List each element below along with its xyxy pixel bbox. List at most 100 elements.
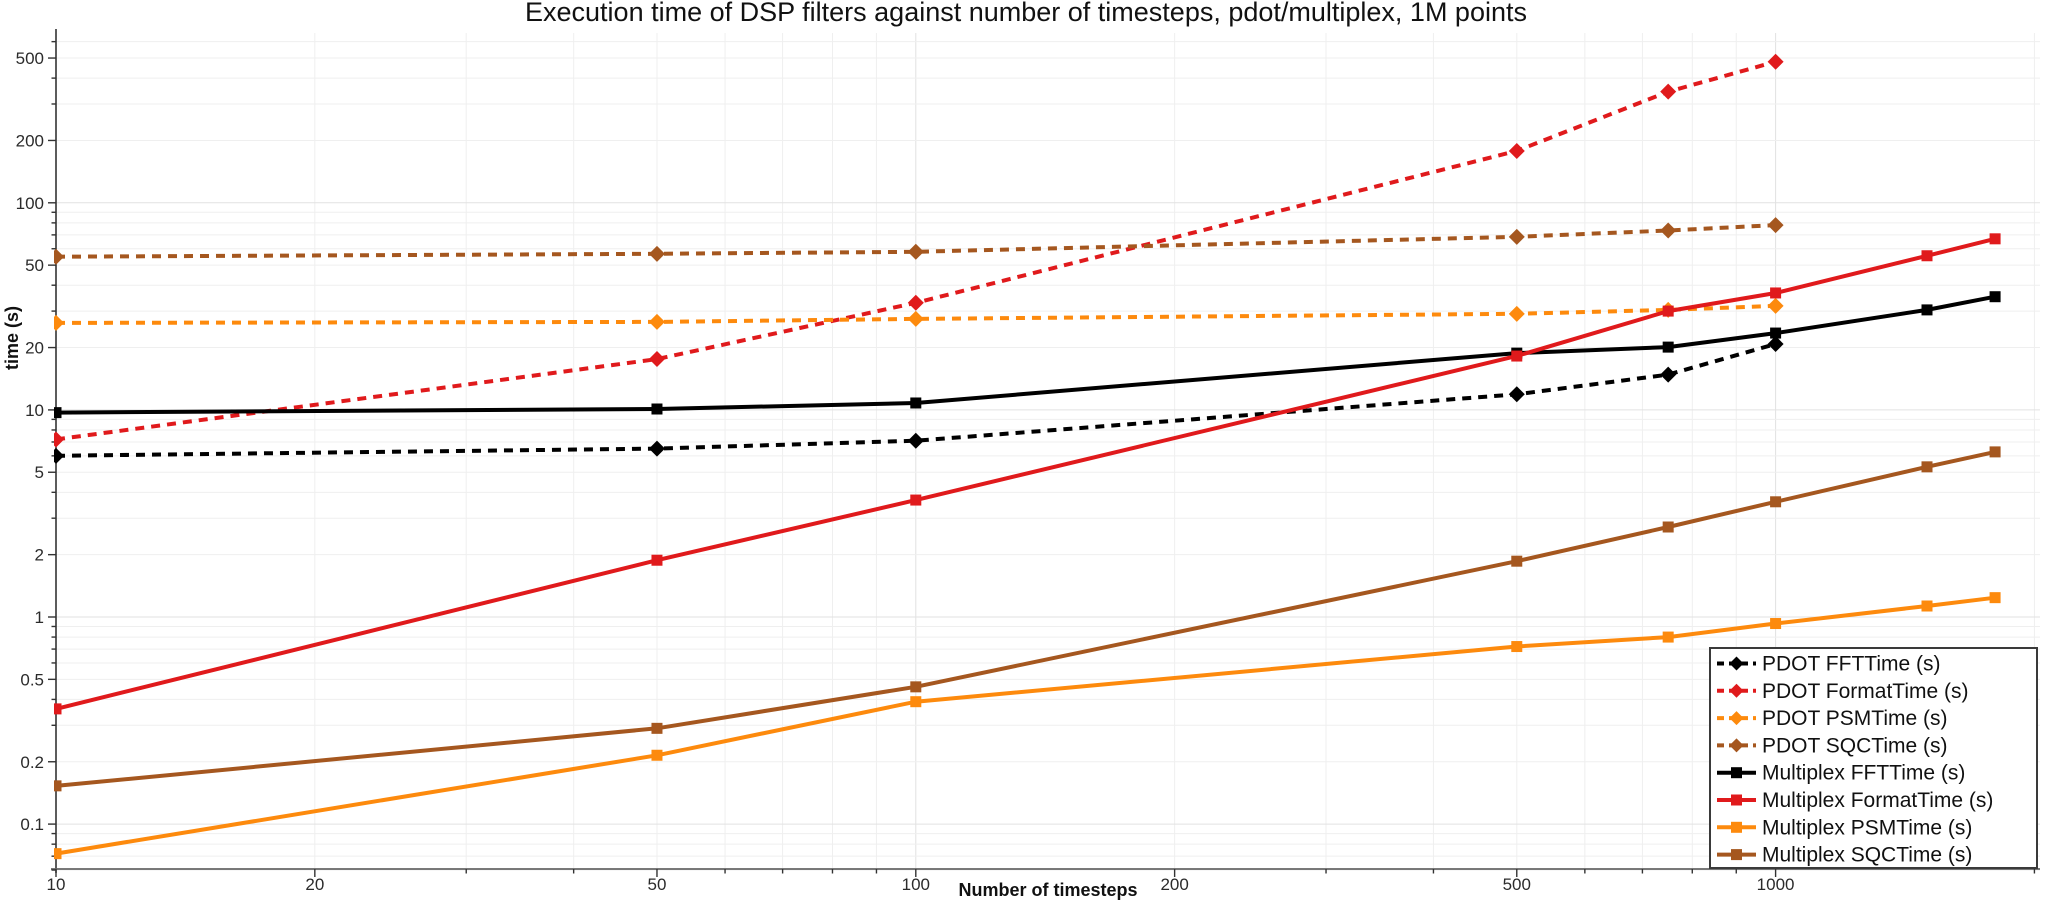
legend-marker-square (1731, 767, 1742, 779)
marker-diamond (1660, 366, 1677, 383)
marker-square (1989, 291, 2001, 303)
legend-marker-diamond (1729, 711, 1744, 726)
series-pdot-ffttime-s (54, 336, 1784, 464)
series-layer (54, 53, 2001, 860)
marker-square (651, 722, 663, 734)
marker-diamond (648, 245, 665, 262)
legend-label: Multiplex PSMTime (s) (1762, 816, 1972, 839)
y-tick-label: 0.1 (20, 815, 44, 834)
legend-marker-diamond (1729, 683, 1744, 698)
marker-square (54, 780, 62, 792)
legend-marker-square (1731, 821, 1742, 833)
y-tick-label: 20 (25, 339, 44, 358)
legend-label: PDOT FormatTime (s) (1762, 680, 1969, 703)
x-tick-label: 100 (902, 875, 930, 894)
marker-square (1511, 350, 1523, 362)
legend-label: Multiplex FFTTime (s) (1762, 762, 1965, 785)
legend-label: PDOT FFTTime (s) (1762, 653, 1940, 676)
legend-item-pdot-formattime-s: PDOT FormatTime (s) (1717, 680, 1969, 703)
marker-diamond (1660, 222, 1677, 239)
marker-square (54, 848, 62, 860)
x-tick-label: 200 (1160, 875, 1188, 894)
legend-label: PDOT SQCTime (s) (1762, 734, 1948, 757)
legend-marker-diamond (1729, 738, 1744, 753)
series-line-pdot-ffttime-s (55, 342, 1777, 458)
series-multiplex-psmtime-s (54, 592, 2001, 860)
legend-item-multiplex-sqctime-s: Multiplex SQCTime (s) (1717, 844, 1972, 867)
marker-diamond (54, 431, 64, 448)
series-multiplex-formattime-s (54, 233, 2001, 715)
series-line-pdot-psmtime-s (55, 303, 1776, 325)
marker-square (1770, 327, 1782, 339)
series-line-multiplex-formattime-s (55, 236, 1996, 711)
x-tick-label: 10 (47, 875, 66, 894)
legend-item-multiplex-ffttime-s: Multiplex FFTTime (s) (1717, 762, 1965, 785)
marker-diamond (1767, 297, 1784, 314)
legend-item-pdot-sqctime-s: PDOT SQCTime (s) (1717, 734, 1948, 757)
marker-diamond (1508, 305, 1525, 322)
series-pdot-sqctime-s (54, 217, 1784, 265)
marker-square (1662, 341, 1674, 353)
marker-diamond (54, 447, 64, 464)
marker-diamond (907, 294, 924, 311)
x-tick-label: 20 (305, 875, 324, 894)
marker-diamond (907, 310, 924, 327)
legend-item-pdot-ffttime-s: PDOT FFTTime (s) (1717, 653, 1940, 676)
marker-square (910, 681, 922, 693)
legend-marker-square (1731, 849, 1742, 861)
marker-square (1662, 631, 1674, 643)
marker-square (54, 407, 62, 419)
marker-square (1921, 250, 1933, 262)
marker-square (1989, 446, 2001, 458)
x-tick-label: 1000 (1757, 875, 1795, 894)
legend-label: Multiplex FormatTime (s) (1762, 789, 1993, 812)
y-tick-label: 500 (16, 49, 44, 68)
marker-square (910, 696, 922, 708)
x-tick-label: 50 (648, 875, 667, 894)
x-tick-label: 500 (1503, 875, 1531, 894)
series-line-multiplex-sqctime-s (55, 449, 1996, 788)
marker-diamond (907, 432, 924, 449)
marker-square (910, 494, 922, 506)
marker-diamond (1508, 386, 1525, 403)
marker-diamond (648, 351, 665, 368)
marker-diamond (1767, 336, 1784, 353)
marker-square (1662, 305, 1674, 317)
y-tick-label: 5 (35, 463, 44, 482)
marker-diamond (907, 243, 924, 260)
marker-square (1921, 304, 1933, 316)
marker-square (1511, 641, 1523, 653)
legend-marker-diamond (1729, 656, 1744, 671)
y-tick-label: 2 (35, 546, 44, 565)
marker-square (1662, 521, 1674, 533)
marker-diamond (1767, 53, 1784, 70)
x-axis-label: Number of timesteps (958, 880, 1137, 900)
legend-label: PDOT PSMTime (s) (1762, 707, 1948, 730)
marker-square (651, 403, 663, 415)
marker-square (1921, 600, 1933, 612)
y-tick-label: 10 (25, 401, 44, 420)
marker-square (1989, 592, 2001, 604)
marker-diamond (1508, 142, 1525, 159)
series-line-multiplex-psmtime-s (55, 595, 1996, 856)
legend-marker-square (1731, 794, 1742, 806)
marker-square (1770, 618, 1782, 630)
y-tick-label: 100 (16, 194, 44, 213)
marker-square (651, 554, 663, 566)
marker-square (1511, 555, 1523, 567)
marker-diamond (54, 248, 64, 265)
marker-square (1770, 287, 1782, 299)
marker-square (1989, 233, 2001, 245)
series-line-pdot-sqctime-s (55, 223, 1776, 259)
series-pdot-formattime-s (54, 53, 1784, 448)
legend-item-multiplex-psmtime-s: Multiplex PSMTime (s) (1717, 816, 1972, 839)
marker-diamond (1508, 228, 1525, 245)
marker-square (651, 749, 663, 761)
y-tick-label: 50 (25, 256, 44, 275)
chart-title: Execution time of DSP filters against nu… (525, 0, 1527, 27)
series-line-pdot-formattime-s (55, 59, 1777, 442)
y-axis-label: time (s) (2, 306, 22, 370)
marker-square (1770, 496, 1782, 508)
